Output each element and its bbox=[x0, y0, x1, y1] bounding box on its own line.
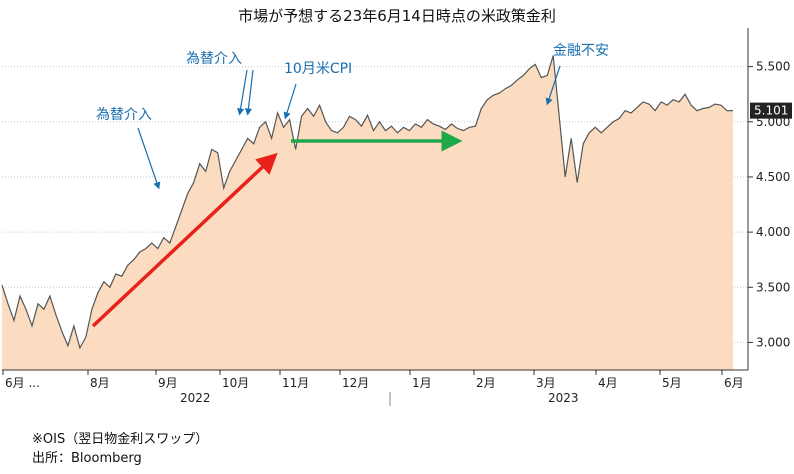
x-tick-label: 9月 bbox=[158, 376, 178, 390]
annotation-pointer bbox=[137, 127, 161, 190]
y-tick-label: 4.500 bbox=[756, 170, 790, 184]
annotation-label: 為替介入 bbox=[96, 107, 152, 123]
chart-title: 市場が予想する23年6月14日時点の米政策金利 bbox=[238, 7, 556, 25]
last-value-text: 5.101 bbox=[754, 104, 788, 118]
trend-arrows bbox=[91, 130, 463, 328]
year-label-2022: 2022 bbox=[180, 391, 211, 405]
x-tick-label: 12月 bbox=[342, 376, 369, 390]
annotation-label: 為替介入 bbox=[186, 51, 242, 67]
annotation-pointer bbox=[244, 69, 254, 116]
x-tick-label: 2月 bbox=[476, 376, 496, 390]
rate-series-line bbox=[1, 55, 734, 350]
annotation-pointer bbox=[237, 69, 248, 116]
last-value-badge: 5.101 bbox=[750, 102, 792, 119]
y-tick-label: 3.500 bbox=[756, 280, 790, 294]
x-tick-label: 1月 bbox=[412, 376, 432, 390]
x-tick-label: 3月 bbox=[536, 376, 556, 390]
y-tick-label: 3.000 bbox=[756, 335, 790, 349]
x-tick-label: 4月 bbox=[598, 376, 618, 390]
footnote-source: 出所：Bloomberg bbox=[32, 451, 142, 466]
y-tick-label: 4.000 bbox=[756, 225, 790, 239]
x-tick-label: 6月 bbox=[724, 376, 744, 390]
y-tick-label: 5.500 bbox=[756, 60, 790, 74]
annotation-pointer bbox=[545, 65, 561, 106]
footnote-ois: ※OIS（翌日物金利スワップ） bbox=[32, 432, 209, 447]
year-label-2023: 2023 bbox=[548, 391, 579, 405]
annotation-label: 10月米CPI bbox=[284, 61, 352, 77]
annotation-label: 金融不安 bbox=[553, 43, 609, 59]
last-value-badge-bg bbox=[750, 102, 792, 119]
red-trend-arrow bbox=[91, 152, 278, 328]
annotation-pointer bbox=[283, 83, 297, 120]
x-axis-ticks: 6月 ... 8月 9月 10月 11月 12月 1月 2月 3月 4月 5月 6月 2022 2023 bbox=[2, 370, 744, 406]
rate-area bbox=[2, 55, 733, 370]
x-tick-label: 8月 bbox=[90, 376, 110, 390]
x-tick-label: 11月 bbox=[282, 376, 309, 390]
x-tick-label: 5月 bbox=[662, 376, 682, 390]
x-tick-label: 6月 ... bbox=[5, 376, 40, 390]
x-tick-label: 10月 bbox=[222, 376, 249, 390]
